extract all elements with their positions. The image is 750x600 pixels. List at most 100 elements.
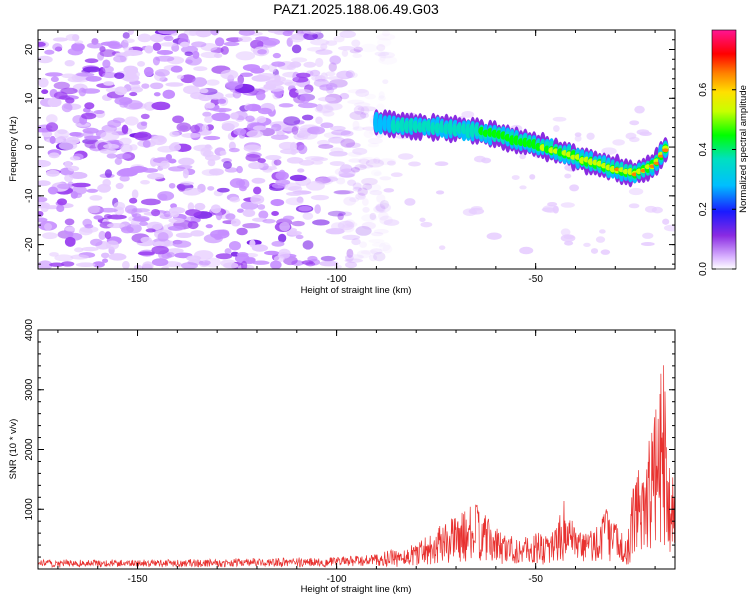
noise-blob (320, 255, 336, 262)
noise-blob (129, 197, 138, 204)
noise-blob (56, 198, 68, 206)
noise-blob (38, 41, 46, 47)
noise-blob (150, 33, 165, 43)
noise-blob (612, 139, 625, 146)
noise-blob (193, 66, 208, 72)
noise-blob (379, 199, 390, 210)
noise-blob (93, 215, 103, 220)
noise-blob (352, 186, 362, 192)
noise-blob (590, 248, 599, 254)
noise-blob (337, 220, 355, 231)
noise-blob (190, 230, 205, 237)
noise-blob (220, 46, 229, 55)
noise-blob (99, 148, 117, 154)
noise-blob (282, 30, 293, 37)
noise-blob (640, 241, 655, 246)
noise-blob (378, 211, 389, 221)
noise-blob (346, 221, 358, 228)
noise-blob (373, 251, 386, 262)
noise-blob (338, 46, 355, 51)
noise-blob (359, 241, 367, 248)
noise-blob (287, 230, 302, 236)
noise-blob (140, 121, 148, 127)
noise-blob (373, 229, 389, 234)
noise-blob (264, 250, 280, 256)
noise-blob (345, 254, 354, 262)
noise-blob (185, 59, 193, 64)
noise-blob (377, 51, 396, 59)
noise-blob (257, 72, 276, 80)
noise-blob (202, 111, 212, 117)
noise-blob (361, 221, 376, 230)
noise-blob (271, 240, 285, 247)
noise-blob (108, 253, 127, 261)
noise-blob (248, 162, 264, 170)
noise-blob (295, 234, 304, 240)
noise-blob (103, 81, 115, 86)
noise-blob (71, 42, 85, 52)
noise-blob (137, 251, 155, 256)
noise-blob (265, 155, 282, 161)
noise-blob (99, 207, 118, 213)
noise-blob (347, 179, 357, 186)
noise-blob (283, 116, 301, 126)
noise-blob (114, 72, 125, 79)
noise-blob (262, 218, 276, 224)
noise-blob (280, 148, 300, 155)
y-tick-label: 4000 (24, 318, 35, 341)
noise-blob (252, 260, 270, 265)
noise-blob (214, 37, 225, 47)
noise-blob (350, 72, 358, 78)
noise-blob (44, 49, 55, 55)
noise-blob (346, 248, 354, 259)
x-tick-label: -50 (528, 574, 543, 585)
noise-blob (369, 254, 378, 262)
noise-blob (291, 57, 308, 63)
noise-blob (381, 30, 391, 37)
noise-blob (318, 144, 334, 149)
noise-blob (291, 220, 305, 227)
noise-blob (204, 115, 213, 124)
noise-blob (309, 69, 321, 77)
noise-blob (181, 133, 202, 139)
noise-blob (194, 250, 214, 260)
noise-blob (327, 210, 346, 217)
noise-blob (302, 240, 314, 250)
noise-blob (229, 196, 241, 203)
noise-blob (307, 126, 326, 135)
noise-blob (240, 260, 248, 269)
noise-blob (331, 222, 345, 231)
noise-blob (140, 113, 150, 120)
noise-blob (119, 137, 132, 145)
noise-blob (595, 236, 606, 243)
noise-blob (47, 97, 62, 108)
noise-blob (352, 53, 363, 58)
noise-blob (311, 157, 328, 162)
noise-blob (228, 240, 241, 251)
noise-blob (74, 247, 84, 253)
noise-blob (168, 217, 185, 224)
snr-line (38, 365, 675, 569)
noise-blob (279, 221, 291, 232)
noise-blob (250, 194, 265, 205)
noise-blob (64, 174, 74, 183)
noise-blob (38, 55, 53, 64)
noise-blob (301, 260, 314, 265)
y-tick-label: 20 (24, 44, 35, 56)
noise-blob (367, 137, 383, 145)
noise-blob (325, 228, 345, 235)
noise-blob (322, 176, 339, 182)
noise-blob (150, 135, 167, 146)
noise-blob (132, 217, 150, 222)
noise-blob (106, 222, 126, 229)
noise-blob (338, 173, 355, 178)
noise-blob (172, 115, 185, 124)
noise-blob (337, 213, 344, 221)
noise-blob (313, 78, 330, 88)
noise-blob (68, 171, 88, 179)
noise-blob (84, 58, 99, 64)
noise-blob (297, 144, 308, 155)
noise-blob (236, 165, 243, 174)
noise-blob (98, 230, 106, 240)
